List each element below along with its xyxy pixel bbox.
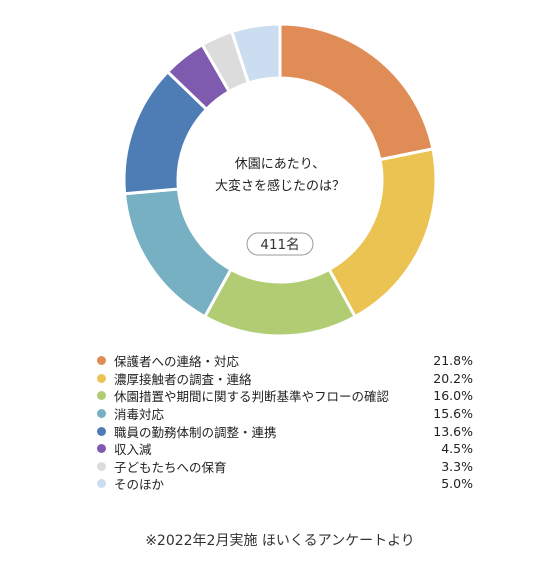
chart-title-line-2: 大変さを感じたのは？ [215,178,345,194]
legend-dot-icon [97,461,106,471]
legend-item: 職員の勤務体制の調整・連携 13.6% [97,422,473,440]
legend-dot-icon [97,409,106,419]
legend-label: 収入減 [114,442,152,458]
legend-label: 濃厚接触者の調査・連絡 [114,371,252,387]
count-label: 411名 [260,237,299,253]
legend-value: 3.3% [441,458,473,474]
legend-item: 収入減 4.5% [97,440,473,458]
legend-value: 4.5% [441,441,473,457]
legend-label: 保護者への連絡・対応 [114,354,240,370]
legend-label: そのほか [114,477,165,493]
legend-value: 21.8% [433,353,473,369]
legend-label: 子どもたちへの保育 [114,459,227,475]
donut-slice [122,187,233,319]
legend-dot-icon [97,373,106,383]
legend-item: 消毒対応 15.6% [97,405,473,423]
legend-dot-icon [97,356,106,366]
legend-value: 16.0% [433,388,473,404]
legend-item: 子どもたちへの保育 3.3% [97,458,473,476]
legend-label: 休園措置や期間に関する判断基準やフローの確認 [114,389,390,405]
legend-item: 休園措置や期間に関する判断基準やフローの確認 16.0% [97,387,473,405]
donut-slice [202,267,358,338]
donut-slice [278,22,435,162]
legend-dot-icon [97,479,106,489]
donut-slice [327,147,438,319]
legend-item: 保護者への連絡・対応 21.8% [97,352,473,370]
legend-item: そのほか 5.0% [97,475,473,493]
legend-value: 13.6% [433,423,473,439]
legend-label: 消毒対応 [114,407,165,423]
donut-slice [229,22,282,85]
slices-group [122,22,438,338]
count-badge [246,232,314,256]
donut-chart: 休園にあたり、 大変さを感じたのは？ 411名 [122,22,438,338]
legend: 保護者への連絡・対応 21.8% 濃厚接触者の調査・連絡 20.2% 休園措置や… [97,352,473,493]
legend-dot-icon [97,391,106,401]
legend-value: 20.2% [433,370,473,386]
legend-value: 15.6% [433,406,473,422]
footnote: ※2022年2月実施 ほいくるアンケートより [145,533,415,549]
legend-label: 職員の勤務体制の調整・連携 [114,424,277,440]
legend-item: 濃厚接触者の調査・連絡 20.2% [97,370,473,388]
legend-value: 5.0% [441,476,473,492]
chart-title-line-1: 休園にあたり、 [235,157,325,172]
legend-dot-icon [97,426,106,436]
legend-dot-icon [97,444,106,454]
